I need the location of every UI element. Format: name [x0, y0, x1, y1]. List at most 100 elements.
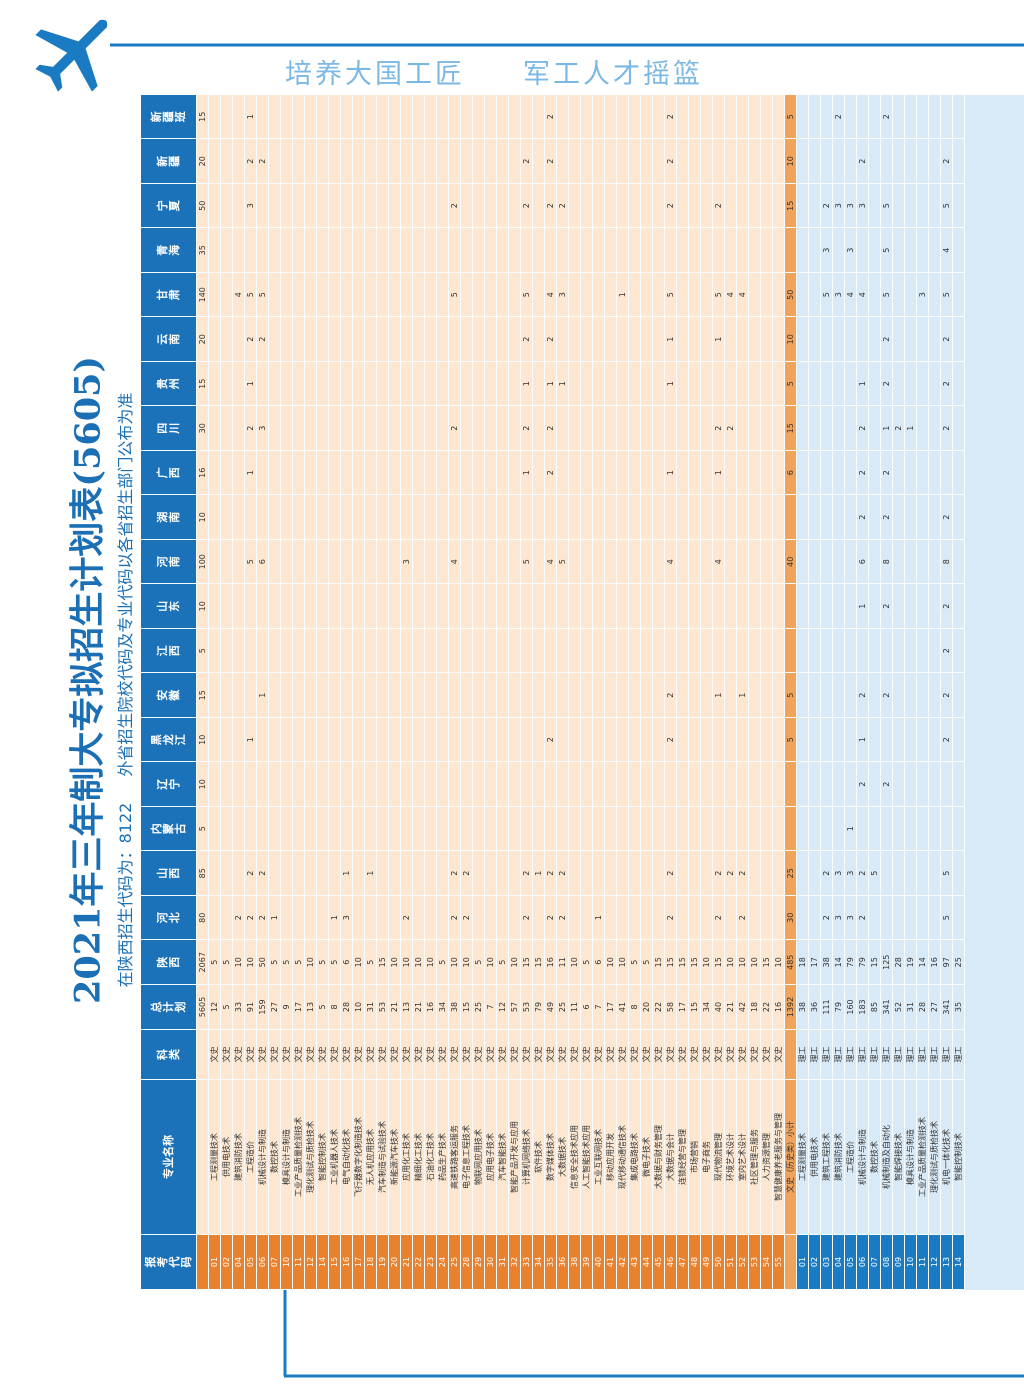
column-header: 贵州: [140, 361, 197, 406]
name-cell: 精细化工技术: [412, 1079, 425, 1235]
empty-cell: [352, 183, 365, 228]
name-cell: 工业机器人技术: [328, 1079, 341, 1235]
empty-cell: [676, 851, 689, 896]
name-cell: 数字媒体技术: [544, 1079, 557, 1235]
empty-cell: [748, 361, 761, 406]
empty-cell: [412, 673, 425, 718]
number-cell: 160: [844, 984, 857, 1030]
empty-cell: [664, 228, 677, 273]
empty-cell: [220, 272, 233, 317]
empty-cell: [424, 495, 437, 540]
empty-cell: [748, 272, 761, 317]
number-cell: 10: [568, 940, 581, 985]
empty-cell: [928, 628, 941, 673]
number-cell: 5: [256, 272, 269, 317]
empty-cell: [448, 228, 461, 273]
empty-cell: [376, 272, 389, 317]
empty-cell: [652, 183, 665, 228]
empty-cell: [700, 450, 713, 495]
number-cell: 5: [244, 539, 257, 584]
number-cell: 6: [580, 984, 593, 1030]
empty-cell: [916, 228, 929, 273]
number-cell: 2: [544, 183, 557, 228]
column-header-text: 安徽: [155, 689, 181, 701]
empty-cell: [952, 851, 965, 896]
column-header: 内蒙古: [140, 806, 197, 851]
name-cell: 工业互联网技术: [592, 1079, 605, 1235]
empty-cell: [508, 272, 521, 317]
empty-cell: [568, 183, 581, 228]
empty-cell: [472, 406, 485, 451]
column-header: 科类: [140, 1029, 197, 1080]
empty-cell: [544, 806, 557, 851]
empty-cell: [640, 762, 653, 807]
empty-cell: [820, 450, 833, 495]
number-cell: 17: [292, 984, 305, 1030]
number-cell: 34: [436, 984, 449, 1030]
empty-cell: [436, 895, 449, 940]
empty-cell: [616, 228, 629, 273]
empty-cell: [556, 628, 569, 673]
empty-cell: [760, 495, 773, 540]
empty-cell: [928, 228, 941, 273]
empty-cell: [904, 628, 917, 673]
empty-cell: [412, 228, 425, 273]
empty-cell: [832, 139, 845, 184]
column-header: 四川: [140, 406, 197, 451]
empty-cell: [424, 628, 437, 673]
empty-cell: [268, 851, 281, 896]
name-cell: 室内艺术设计: [736, 1079, 749, 1235]
empty-cell: [448, 628, 461, 673]
empty-cell: [436, 495, 449, 540]
empty-cell: [640, 139, 653, 184]
empty-cell: [640, 495, 653, 540]
empty-cell: [388, 584, 401, 629]
empty-cell: [556, 406, 569, 451]
code-cell: 11: [292, 1234, 305, 1290]
empty-cell: [724, 139, 737, 184]
empty-cell: [640, 851, 653, 896]
empty-cell: [532, 139, 545, 184]
empty-cell: [940, 95, 953, 139]
empty-cell: [220, 495, 233, 540]
empty-cell: [580, 272, 593, 317]
empty-cell: [232, 139, 245, 184]
number-cell: 10: [244, 940, 257, 985]
empty-cell: [640, 317, 653, 362]
empty-cell: [472, 584, 485, 629]
empty-cell: [832, 584, 845, 629]
table-row: 48 市场营销 文史 15 15: [688, 95, 701, 1290]
empty-cell: [208, 450, 221, 495]
empty-cell: [484, 717, 497, 762]
empty-cell: [640, 450, 653, 495]
number-cell: 3: [400, 539, 413, 584]
empty-cell: [928, 762, 941, 807]
empty-cell: [460, 95, 473, 139]
empty-cell: [424, 539, 437, 584]
name-cell: 机械设计与制造: [256, 1079, 269, 1235]
empty-cell: [424, 673, 437, 718]
empty-cell: [652, 450, 665, 495]
empty-cell: [736, 139, 749, 184]
empty-cell: [868, 406, 881, 451]
empty-cell: [328, 539, 341, 584]
empty-cell: [688, 495, 701, 540]
table-row: 50 现代物流管理 文史 40 15 2 2 1 4 1 2 1 5 2: [712, 95, 725, 1290]
empty-cell: [208, 317, 221, 362]
type-cell: 理工: [808, 1029, 821, 1080]
number-cell: 6: [592, 940, 605, 985]
empty-cell: [628, 450, 641, 495]
empty-cell: [424, 139, 437, 184]
name-cell: 理化测试与质检技术: [928, 1079, 941, 1235]
empty-cell: [748, 139, 761, 184]
empty-cell: [208, 183, 221, 228]
empty-cell: [388, 406, 401, 451]
empty-cell: [916, 895, 929, 940]
empty-cell: [520, 717, 533, 762]
empty-cell: [736, 762, 749, 807]
type-cell: 文史: [580, 1029, 593, 1080]
number-cell: 2: [856, 450, 869, 495]
number-cell: 14: [916, 940, 929, 985]
empty-cell: [208, 139, 221, 184]
empty-cell: [952, 895, 965, 940]
